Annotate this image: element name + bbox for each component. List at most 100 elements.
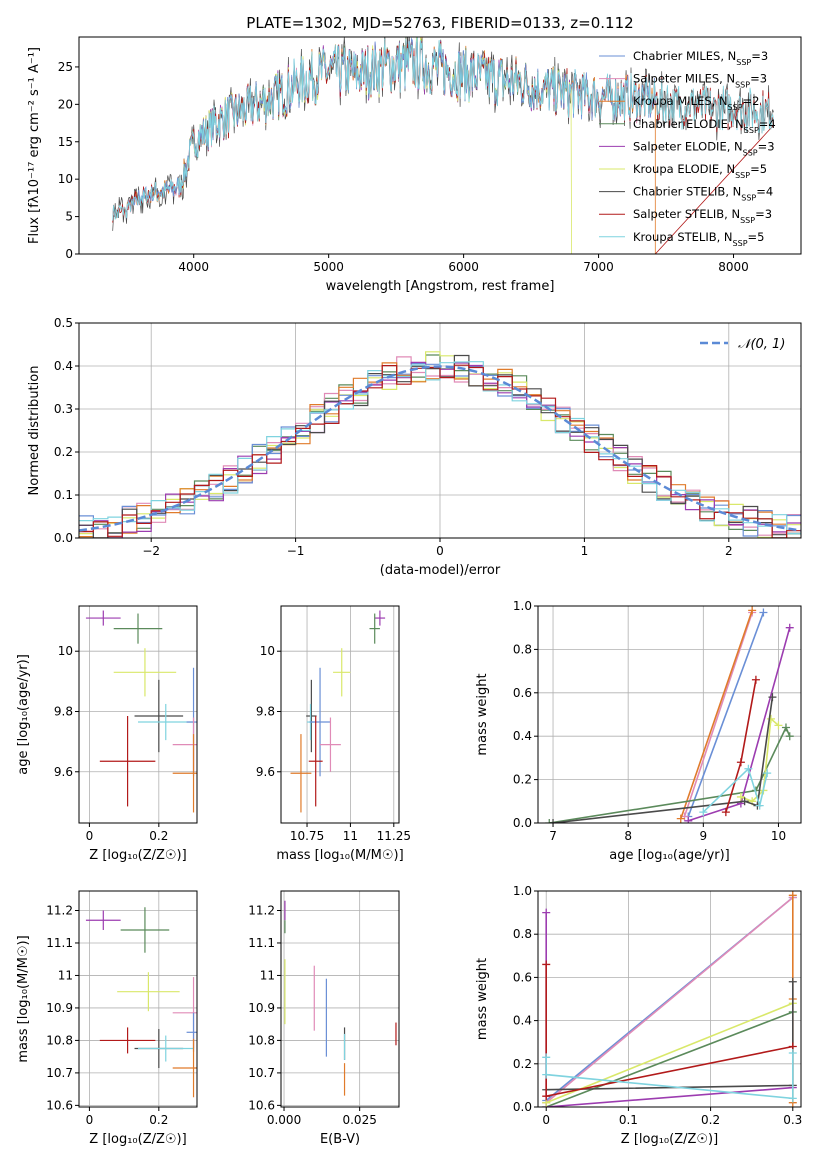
x-axis-label: (data-model)/error — [380, 563, 501, 578]
plot-area-spectrum — [112, 37, 774, 254]
weight-line — [552, 696, 774, 823]
axes-spectrum: 4000 5000 6000 7000 8000 0 5 10 15 20 25 wavelength… — [27, 36, 802, 294]
y-tick-label: 0.2 — [513, 1057, 532, 1071]
axes-age-vs-mass: 10.75 11 11.25 9.6 9.8 10 mass [log₁₀(M/M☉)] — [256, 605, 411, 863]
legend-entry: Kroupa ELODIE, NSSP=5 — [633, 162, 767, 180]
normal-curve — [79, 365, 801, 532]
legend-subscript: SSP — [743, 148, 758, 157]
x-tick-label: 0.3 — [783, 1113, 802, 1127]
axes-mass-vs-EBV: 0.000 0.025 10.6 10.7 10.8 10.9 11 11.1 11.2 E(B-… — [248, 890, 400, 1147]
weight-line — [545, 896, 794, 1104]
y-tick-label: 0.0 — [513, 1100, 532, 1114]
y-tick-label: 0.1 — [54, 488, 73, 502]
weight-line — [549, 725, 791, 823]
weight-marker — [751, 675, 760, 684]
axes-weight-vs-age: 7 8 9 10 0.0 0.2 0.4 0.6 0.8 1.0 age [log₁₀(age/yr… — [475, 599, 802, 863]
legend-entry: Salpeter MILES, NSSP=3 — [633, 72, 767, 90]
weight-marker — [744, 764, 753, 773]
x-tick-label: 9 — [699, 829, 707, 843]
x-tick-label: 0.2 — [701, 1113, 720, 1127]
y-tick-label: 25 — [58, 60, 73, 74]
y-tick-label: 15 — [58, 135, 73, 149]
y-tick-label: 0.0 — [54, 531, 73, 545]
x-tick-label: 1 — [581, 544, 589, 558]
weight-line — [546, 981, 794, 1091]
y-tick-label: 11 — [58, 968, 73, 982]
weight-marker — [549, 819, 558, 823]
weight-line — [545, 1011, 794, 1107]
weight-marker — [676, 814, 685, 823]
axes-frame — [537, 890, 802, 1108]
legend-subscript: SSP — [728, 103, 743, 112]
axes-age-vs-Z: 0 0.2 9.6 9.8 10 Z [log₁₀(Z/Z☉)] age [log₁₀(ag… — [16, 605, 198, 863]
legend-suffix: =4 — [756, 185, 773, 199]
weight-line — [687, 612, 765, 817]
weight-marker — [763, 769, 772, 778]
y-tick-label: 0.8 — [513, 927, 532, 941]
x-tick-label: 8 — [624, 829, 632, 843]
legend-subscript: SSP — [741, 193, 756, 202]
legend-entry: Salpeter STELIB, NSSP=3 — [633, 207, 772, 225]
weight-marker — [736, 792, 745, 801]
x-tick-label: 11.25 — [377, 829, 411, 843]
x-axis-label: E(B-V) — [320, 1132, 360, 1147]
y-axis-label: mass weight — [475, 958, 490, 1040]
weight-marker — [788, 977, 797, 986]
x-tick-label: 0.2 — [149, 1113, 168, 1127]
legend-suffix: =3 — [750, 72, 767, 86]
histogram-step — [79, 364, 801, 538]
x-tick-label: 5000 — [313, 260, 344, 274]
weight-marker — [542, 1053, 551, 1062]
y-tick-label: 0.0 — [513, 816, 532, 830]
x-tick-label: 2 — [725, 544, 733, 558]
x-tick-label: 7000 — [583, 260, 614, 274]
x-tick-label: 10 — [771, 829, 786, 843]
axes-frame — [280, 890, 400, 1108]
x-tick-label: 11 — [343, 829, 358, 843]
x-axis-label: age [log₁₀(age/yr)] — [609, 848, 730, 863]
y-tick-label: 9.8 — [256, 704, 275, 718]
weight-line — [545, 1002, 794, 1104]
y-tick-label: 0.3 — [54, 402, 73, 416]
y-tick-label: 0.8 — [513, 642, 532, 656]
weight-marker — [759, 608, 768, 617]
spectrum-line — [112, 37, 774, 221]
y-tick-label: 10.8 — [248, 1033, 275, 1047]
y-tick-label: 1.0 — [513, 599, 532, 613]
y-tick-label: 11.2 — [46, 903, 73, 917]
weight-marker — [781, 723, 790, 732]
y-tick-label: 10.7 — [46, 1066, 73, 1080]
legend-subscript: SSP — [744, 125, 759, 134]
weight-line — [683, 612, 753, 817]
x-tick-label: −1 — [287, 544, 305, 558]
legend-suffix: =2 — [743, 94, 760, 108]
legend-entry: Chabrier STELIB, NSSP=4 — [633, 185, 773, 203]
weight-marker — [545, 819, 554, 823]
legend-subscript: SSP — [735, 80, 750, 89]
legend-subscript: SSP — [735, 171, 750, 180]
y-tick-label: 10 — [260, 644, 275, 658]
y-tick-label: 9.6 — [54, 765, 73, 779]
weight-line — [680, 610, 753, 819]
legend-suffix: =5 — [750, 162, 767, 176]
x-axis-label: wavelength [Angstrom, rest frame] — [326, 279, 555, 294]
y-tick-label: 0 — [65, 247, 73, 261]
axes-weight-vs-Z: 0 0.1 0.2 0.3 0.0 0.2 0.4 0.6 0.8 1.0 Z [log₁₀(Z/Z… — [475, 884, 802, 1147]
y-tick-label: 10.9 — [46, 1001, 73, 1015]
figure-title: PLATE=1302, MJD=52763, FIBERID=0133, z=0… — [246, 14, 633, 32]
x-axis-label: Z [log₁₀(Z/Z☉)] — [621, 1132, 718, 1147]
x-tick-label: 8000 — [718, 260, 749, 274]
plot-area-weight-vs-age — [545, 606, 794, 823]
weight-line — [545, 1053, 794, 1100]
y-tick-label: 10.6 — [248, 1098, 275, 1112]
x-axis-label: Z [log₁₀(Z/Z☉)] — [89, 1132, 186, 1147]
y-axis-label: mass [log₁₀(M/M☉)] — [16, 935, 31, 1062]
legend-suffix: =5 — [748, 230, 765, 244]
y-axis-label: age [log₁₀(age/yr)] — [16, 654, 31, 775]
weight-marker — [785, 623, 794, 632]
x-tick-label: 0.1 — [619, 1113, 638, 1127]
weight-line — [702, 767, 768, 813]
legend-entry: Chabrier MILES, NSSP=3 — [633, 49, 768, 67]
weight-marker — [542, 908, 551, 917]
y-tick-label: 10.8 — [46, 1033, 73, 1047]
